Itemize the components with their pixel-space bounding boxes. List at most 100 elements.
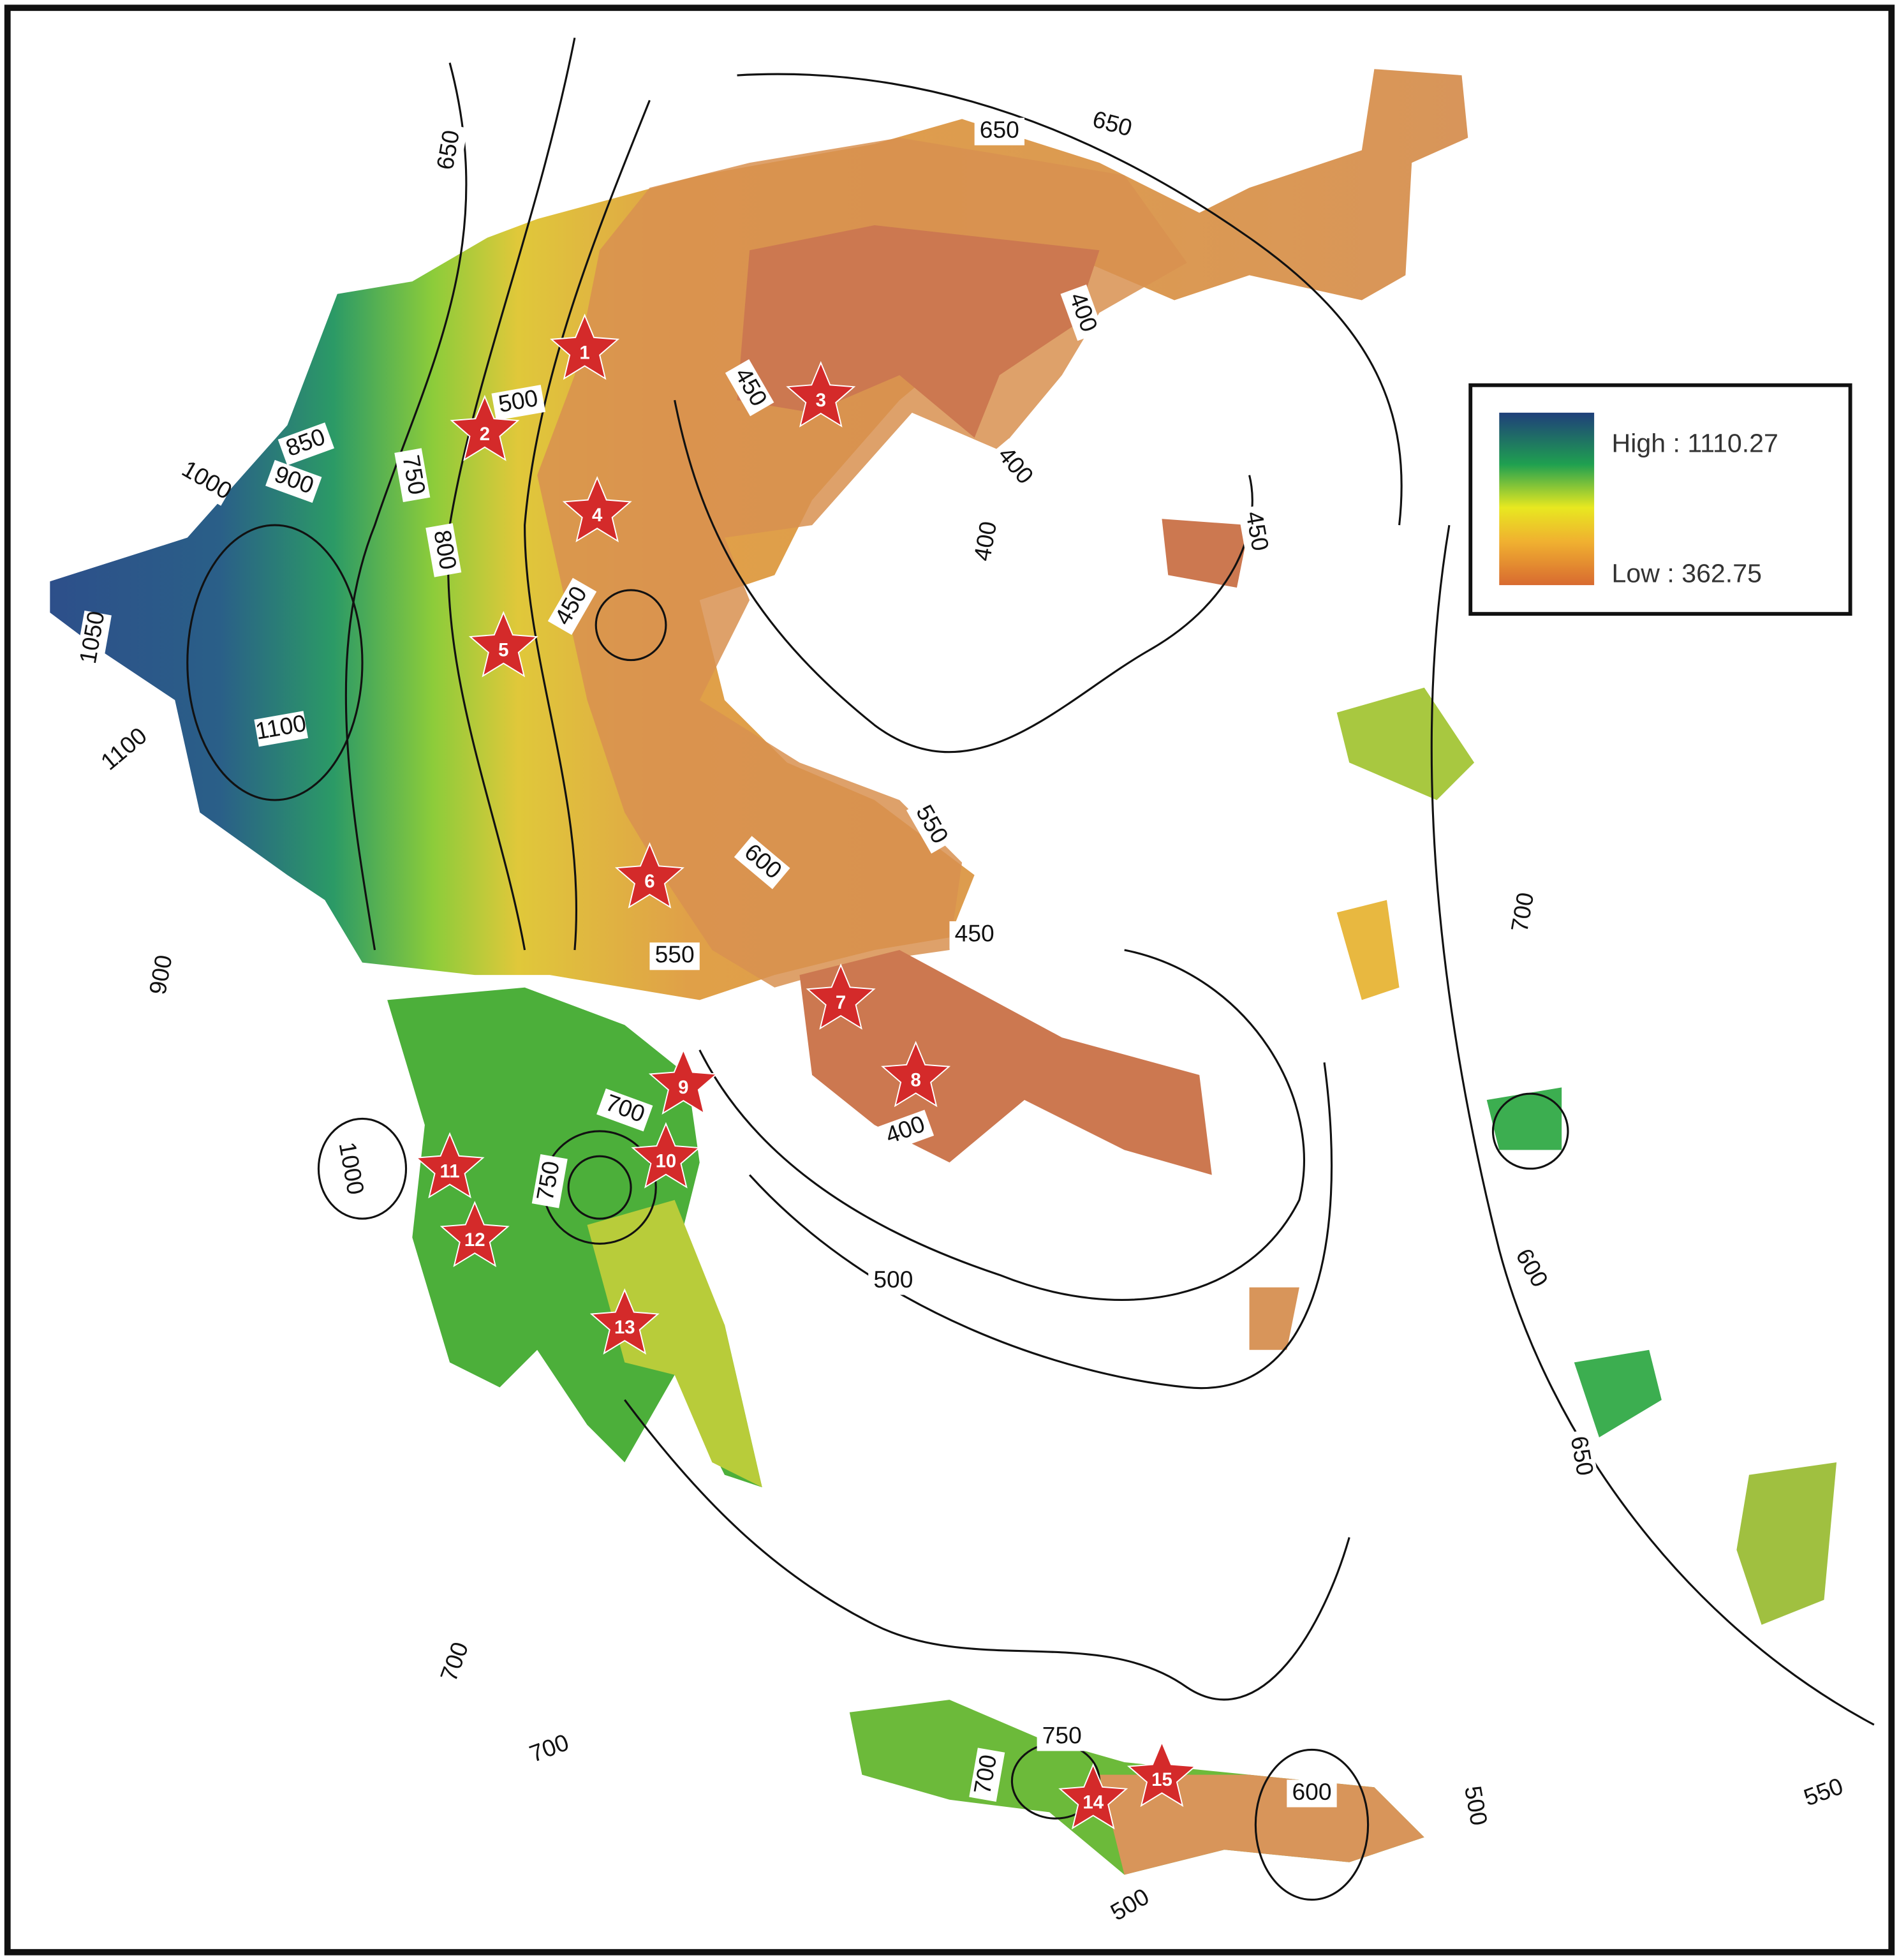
station-label: 9 [678,1077,688,1098]
station-label: 5 [498,640,508,661]
contour-label: 600 [1292,1778,1331,1805]
station-label: 15 [1151,1769,1172,1790]
isohyet [674,399,1253,754]
contour-label-bg [531,1154,568,1208]
contour-label-bg [1456,1779,1493,1833]
contour-label-bg [1506,885,1542,940]
isohyet [624,1399,1350,1701]
contour-label: 550 [655,941,695,968]
contour-label-bg [1287,1779,1337,1808]
station-star [786,360,856,427]
station-label: 4 [592,505,603,526]
contour-label-bg [277,422,335,466]
isohyet [524,100,651,951]
contour-label-bg [1060,284,1104,341]
station-label: 8 [910,1069,920,1090]
station-label: 12 [464,1229,485,1251]
contour-label-bg [75,611,112,665]
island [1336,900,1400,1000]
station-star [450,394,520,461]
isohyet [1491,1092,1569,1170]
isohyet [317,1117,408,1220]
contour-label-bg [1102,1882,1160,1931]
station-label: 6 [644,871,654,892]
isohyet [595,589,667,662]
isohyet [1430,524,1875,1726]
station-star [648,1048,718,1115]
island [1736,1462,1837,1625]
contour-label: 450 [1241,509,1274,553]
contour-label-bg [969,514,1005,568]
station-star [806,963,876,1030]
contour-label-bg [969,1748,1005,1802]
contour-label-bg [1562,1429,1599,1483]
station-star [415,1132,485,1199]
land [50,69,1837,1875]
contour-label-bg [949,921,1000,949]
station-star [550,313,620,380]
contour-label-bg [177,457,235,506]
isohyets [186,37,1875,1901]
contour-label-bg [1037,1723,1087,1751]
mainland [50,69,1468,1000]
contour-label-bg [987,438,1042,494]
contour-label-bg [868,1267,919,1295]
station-label: 13 [614,1317,635,1338]
station-label: 1 [579,343,589,364]
contour-label-bg [521,1728,578,1772]
station-label: 7 [836,992,846,1013]
island [1336,687,1475,800]
legend-ramp [1499,412,1595,586]
contour-label-bg [1084,105,1140,145]
contour-label: 750 [1042,1722,1082,1749]
island [1162,519,1250,588]
contour-label-bg [1238,504,1274,559]
station-label: 3 [816,390,826,411]
contour-label-bg [265,459,322,503]
contour-label-bg [649,942,700,970]
contour-label-bg [725,359,774,417]
isohyet [186,524,364,801]
station-star [440,1201,510,1267]
contour-label-bg [144,947,181,1002]
station-star [589,1288,660,1355]
contour-label: 450 [955,919,994,946]
contour-label-bg [596,1088,653,1132]
contour-label: 500 [1459,1784,1493,1827]
contour-label-bg [425,523,462,577]
contour-label-bg [97,723,153,777]
station-label: 10 [656,1151,677,1172]
station-label: 2 [480,424,490,445]
contour-label-bg [1796,1772,1852,1815]
contour-label: 750 [397,453,431,496]
contour-label-bg [1505,1240,1555,1298]
isohyet [567,1155,632,1220]
legend: High : 1110.27 Low : 362.75 [1468,383,1852,616]
isohyet [698,949,1305,1301]
station-star [562,476,632,543]
island [1574,1349,1662,1437]
contour-label: 650 [1566,1434,1599,1477]
peloponnese-east [587,1199,762,1488]
contour-label-bg [332,1141,368,1196]
contour-label: 800 [429,528,462,571]
station-star [1058,1763,1128,1830]
station-label: 11 [440,1161,460,1182]
contour-label-bg [877,1110,935,1153]
contour-label-bg [434,1634,478,1691]
contour-label-bg [491,385,546,421]
contour-label-bg [906,796,956,854]
contour-label-bg [254,711,308,747]
station-star [468,611,538,678]
station-star [1127,1741,1197,1808]
legend-high: High : 1110.27 [1612,429,1778,458]
contour-label-bg [547,577,597,635]
isohyet [344,63,468,951]
station-label: 14 [1083,1792,1104,1813]
station-star [631,1122,701,1189]
contour-label: 650 [980,116,1019,143]
isohyet [737,73,1403,526]
